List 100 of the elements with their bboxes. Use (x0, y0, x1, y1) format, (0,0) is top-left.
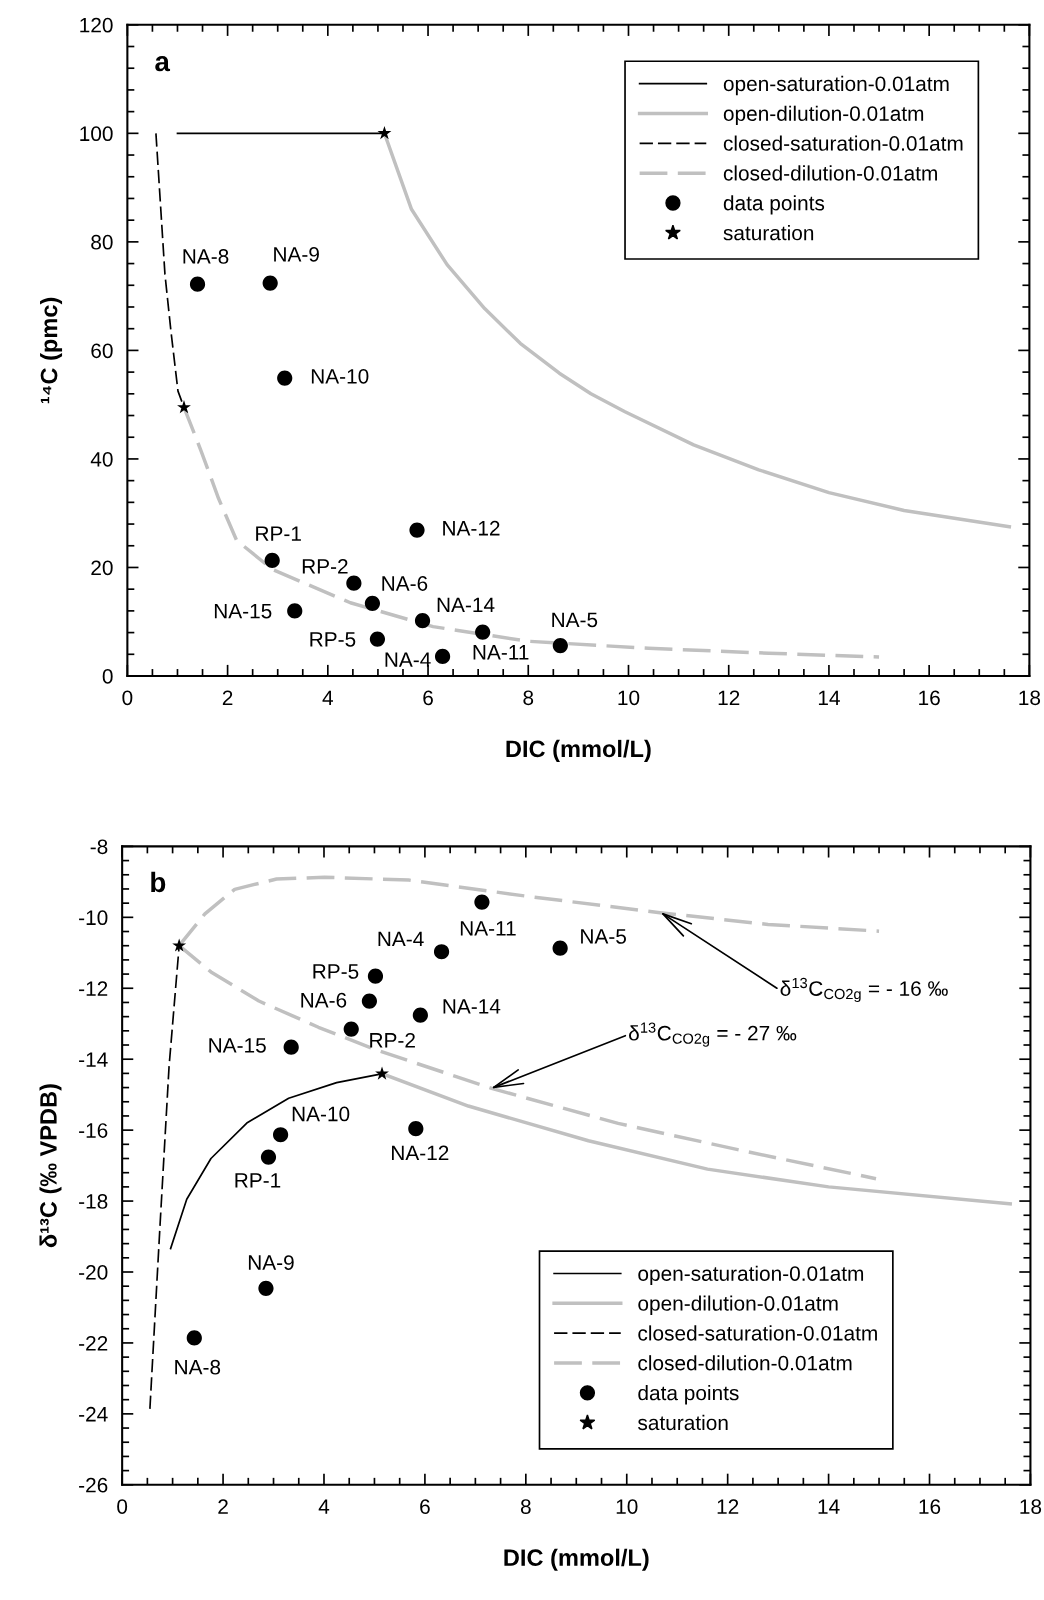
point (377, 126, 392, 140)
legend-label: data points (723, 195, 825, 215)
annotation: δ$^{13}$C$_{CO2g}$ = - 27 ‰ (629, 1022, 797, 1047)
y-tick-label: 100 (80, 126, 113, 142)
y-tick-label: 60 (91, 343, 113, 359)
point (264, 552, 280, 569)
point (434, 648, 451, 665)
x-tick-label: 6 (423, 690, 433, 706)
point (474, 894, 490, 910)
point (262, 275, 278, 291)
point (375, 1066, 389, 1080)
x-tick-label: 18 (1019, 690, 1041, 706)
x-tick-label: 4 (322, 690, 333, 705)
point (272, 1127, 289, 1143)
y-tick-label: -12 (79, 981, 108, 996)
point (172, 938, 187, 952)
annotation: RP-2 (302, 559, 348, 574)
point (412, 1007, 428, 1023)
y-tick-label: -8 (90, 839, 108, 855)
annotation: b (151, 871, 166, 893)
annotation: RP-2 (370, 1032, 415, 1048)
annotation: NA-12 (443, 520, 500, 536)
legend-label: closed-dilution-0.01atm (638, 1355, 852, 1371)
y-tick-label: -10 (79, 910, 108, 926)
legend-label: open-saturation-0.01atm (638, 1265, 864, 1286)
x-tick-label: 14 (818, 690, 840, 705)
point (409, 522, 425, 538)
point (283, 1039, 299, 1055)
point (369, 631, 386, 647)
annotation: NA-14 (437, 597, 495, 613)
legend-label: saturation (638, 1414, 728, 1431)
point (260, 1149, 277, 1165)
point (364, 595, 381, 611)
x-tick-label: 10 (618, 690, 640, 706)
point (552, 638, 568, 654)
legend-label: saturation (723, 225, 814, 241)
legend-label: open-dilution-0.01atm (723, 105, 924, 126)
x-axis-title: DIC (mmol/L) (506, 739, 651, 762)
point (361, 993, 378, 1009)
y-tick-label: -20 (79, 1265, 108, 1280)
annotation: NA-10 (292, 1106, 350, 1122)
x-tick-label: 16 (919, 1499, 941, 1514)
y-tick-label: 20 (91, 560, 113, 576)
annotation: NA-5 (552, 612, 598, 628)
y-tick-label: -16 (79, 1123, 108, 1138)
point (346, 575, 362, 591)
point (408, 1121, 424, 1137)
legend-label: data points (638, 1385, 739, 1405)
annotation: NA-4 (385, 652, 431, 667)
annotation: NA-15 (214, 603, 272, 619)
annotation: NA-12 (392, 1145, 449, 1161)
y-tick-label: 0 (102, 669, 113, 684)
legend-label: open-dilution-0.01atm (638, 1295, 838, 1315)
x-tick-label: 10 (616, 1499, 638, 1514)
legend-label: closed-dilution-0.01atm (723, 165, 937, 181)
x-tick-label: 0 (117, 1499, 128, 1514)
point (287, 603, 303, 619)
point (414, 613, 431, 629)
x-tick-label: 2 (218, 1499, 228, 1514)
x-tick-label: 2 (222, 690, 233, 705)
point (189, 276, 206, 292)
y-tick-label: -14 (79, 1052, 108, 1067)
annotation: NA-15 (209, 1038, 266, 1053)
annotation: NA-6 (382, 576, 428, 591)
y-tick-label: 120 (80, 17, 113, 33)
x-tick-label: 8 (520, 1499, 531, 1514)
x-tick-label: 12 (717, 1499, 739, 1514)
x-tick-label: 12 (718, 690, 740, 705)
annotation: RP-5 (313, 964, 359, 979)
annotation: NA-9 (274, 246, 319, 262)
legend-label: open-saturation-0.01atm (723, 75, 949, 96)
point (258, 1280, 274, 1296)
annotation: a (155, 56, 171, 72)
point (186, 1330, 202, 1346)
annotation: RP-5 (310, 632, 356, 647)
point (177, 400, 191, 414)
y-tick-label: -18 (79, 1194, 108, 1209)
annotation: δ$^{13}$C$_{CO2g}$ = - 16 ‰ (780, 977, 948, 1003)
x-tick-label: 16 (919, 690, 940, 706)
point (367, 968, 384, 984)
annotation: NA-8 (183, 249, 229, 264)
annotation: NA-9 (248, 1255, 294, 1270)
x-tick-label: 14 (818, 1499, 840, 1514)
annotation: RP-1 (256, 526, 301, 541)
y-tick-label: -24 (79, 1406, 108, 1422)
x-tick-label: 8 (523, 690, 534, 706)
annotation: NA-14 (443, 999, 501, 1014)
annotation: NA-6 (301, 992, 347, 1008)
annotation: NA-8 (175, 1359, 221, 1375)
x-tick-label: 0 (122, 690, 133, 706)
y-tick-label: 80 (91, 234, 113, 250)
x-tick-label: 4 (318, 1499, 330, 1514)
annotation: RP-1 (235, 1173, 281, 1188)
annotation: NA-5 (581, 929, 626, 944)
legend-label: closed-saturation-0.01atm (723, 135, 963, 151)
legend-label: closed-saturation-0.01atm (638, 1325, 877, 1341)
y-axis-title: δ¹³C (‰ VPDB) (39, 1084, 62, 1248)
point (433, 944, 450, 960)
x-axis-title: DIC (mmol/L) (504, 1548, 649, 1571)
annotation: NA-4 (378, 931, 424, 947)
